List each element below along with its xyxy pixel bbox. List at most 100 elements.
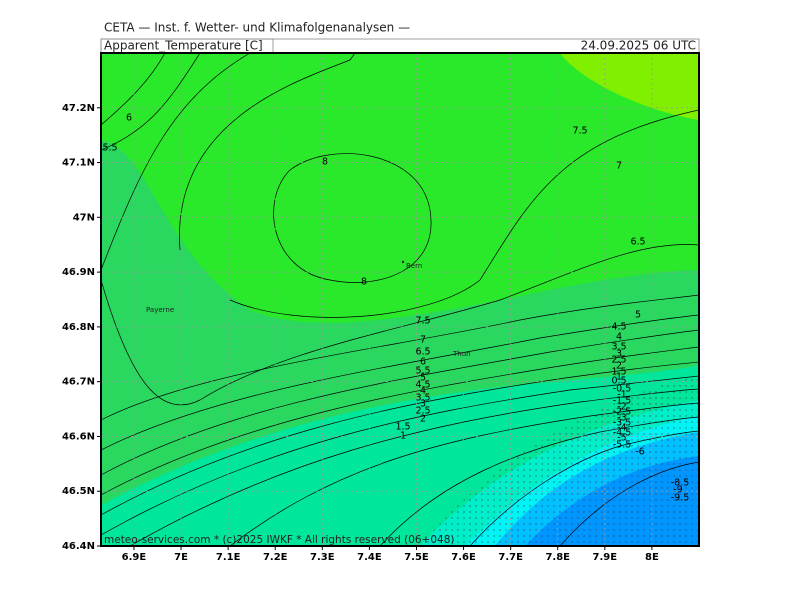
y-tick-label: 47N xyxy=(73,212,95,223)
stipple xyxy=(420,375,699,546)
x-tick-label: 7.8E xyxy=(545,552,570,563)
contour-label: 0.5 xyxy=(611,376,626,387)
isoline xyxy=(229,402,699,546)
isoline xyxy=(101,329,699,476)
isoline xyxy=(379,416,699,546)
contour-label: 6 xyxy=(420,357,426,368)
x-tick-label: 7.7E xyxy=(498,552,523,563)
isoline xyxy=(101,53,201,151)
contour-label: 4.5 xyxy=(415,380,430,391)
contour-label: 1 xyxy=(400,431,406,442)
y-tick-label: 46.5N xyxy=(62,486,95,497)
place-label: Bern xyxy=(406,262,422,270)
contour-label: 7.5 xyxy=(415,316,430,327)
isoline xyxy=(101,346,699,496)
isoline xyxy=(101,244,699,406)
isoline xyxy=(559,461,699,546)
x-tick-label: 7.9E xyxy=(593,552,618,563)
contour-label: -1.5 xyxy=(613,396,632,407)
x-tick-label: 7.1E xyxy=(216,552,241,563)
isoline xyxy=(101,53,166,126)
x-tick-label: 7.6E xyxy=(451,552,476,563)
contour-label: 6.5 xyxy=(415,347,430,358)
x-tick-label: 8E xyxy=(645,552,659,563)
y-tick-label: 46.7N xyxy=(62,377,95,388)
contour-label: 6 xyxy=(126,113,132,124)
x-tick-label: 6.9E xyxy=(122,552,147,563)
y-tick-label: 47.1N xyxy=(62,158,95,169)
contour-label: 1.5 xyxy=(611,367,626,378)
contour-label: 3 xyxy=(420,399,426,410)
footer-copyright: meteo-services.com * (c)2025 IWKF * All … xyxy=(104,534,455,546)
place-marker xyxy=(401,260,405,264)
contour-label: 1 xyxy=(616,372,622,383)
y-tick-label: 46.4N xyxy=(62,541,95,552)
contour-label: 1.5 xyxy=(395,422,410,433)
plot-frame xyxy=(100,52,700,547)
contour-label: -0.5 xyxy=(613,384,632,395)
y-tick-label: 46.8N xyxy=(62,322,95,333)
y-tick-label: 47.2N xyxy=(62,103,95,114)
isoline xyxy=(101,294,699,421)
header-title: CETA — Inst. f. Wetter- und Klimafolgena… xyxy=(104,21,410,35)
contour-label: -4 xyxy=(617,423,626,434)
isoline xyxy=(101,375,699,536)
contour-label: 8 xyxy=(361,277,367,288)
x-tick-label: 7.2E xyxy=(263,552,288,563)
contour-label: -5 xyxy=(617,433,626,444)
contour-label: 3 xyxy=(616,349,622,360)
contour-label: 4 xyxy=(616,332,622,343)
isoline xyxy=(101,361,699,516)
contour-label: 8 xyxy=(322,157,328,168)
place-label: Thun xyxy=(452,350,471,358)
contour-label: -8.5 xyxy=(671,478,690,489)
contour-label: 4 xyxy=(420,386,426,397)
contour-label: -1 xyxy=(617,390,626,401)
contour-label: -2 xyxy=(617,402,626,413)
contour-label: 2 xyxy=(420,414,426,425)
isoline xyxy=(469,430,699,546)
x-tick-label: 7E xyxy=(174,552,188,563)
contour-label: -2.5 xyxy=(613,407,632,418)
isoline xyxy=(101,53,251,271)
contour-label: -3 xyxy=(617,413,626,424)
contour-label: 2 xyxy=(616,361,622,372)
isoline xyxy=(179,53,356,251)
variable-name: Apparent_Temperature [C] xyxy=(104,39,263,53)
contour-label: -6 xyxy=(635,447,644,458)
isoline xyxy=(129,388,699,546)
contour-label: 5.5 xyxy=(415,366,430,377)
isoline xyxy=(273,153,432,283)
contour-label: 3.5 xyxy=(415,393,430,404)
datetime: 24.09.2025 06 UTC xyxy=(581,39,696,53)
contour-label: -5.5 xyxy=(613,440,632,451)
isoline xyxy=(101,314,699,451)
place-label: Payerne xyxy=(146,306,174,314)
contour-label: 7.5 xyxy=(572,126,587,137)
y-tick-label: 46.9N xyxy=(62,267,95,278)
contour-label: -3.5 xyxy=(613,418,632,429)
contour-label: 5 xyxy=(635,310,641,321)
y-tick-label: 46.6N xyxy=(62,431,95,442)
fill-layers xyxy=(101,53,699,546)
contour-label: -9 xyxy=(673,485,682,496)
x-tick-label: 7.5E xyxy=(404,552,429,563)
contour-label: 7 xyxy=(616,161,622,172)
contour-label: 2.5 xyxy=(611,355,626,366)
contour-label: 4.5 xyxy=(611,322,626,333)
fill xyxy=(560,53,699,120)
contour-label: 5.5 xyxy=(102,143,117,154)
x-tick-label: 7.3E xyxy=(310,552,335,563)
contour-label: -9.5 xyxy=(671,493,690,504)
graticule xyxy=(97,53,699,550)
contour-label: 6.5 xyxy=(630,237,645,248)
contour-label: 2.5 xyxy=(415,406,430,417)
contour-label: 7 xyxy=(420,335,426,346)
contour-label: 5 xyxy=(420,373,426,384)
isolines xyxy=(101,53,699,546)
isoline xyxy=(229,109,699,318)
x-tick-label: 7.4E xyxy=(357,552,382,563)
contour-label: -4.5 xyxy=(613,428,632,439)
